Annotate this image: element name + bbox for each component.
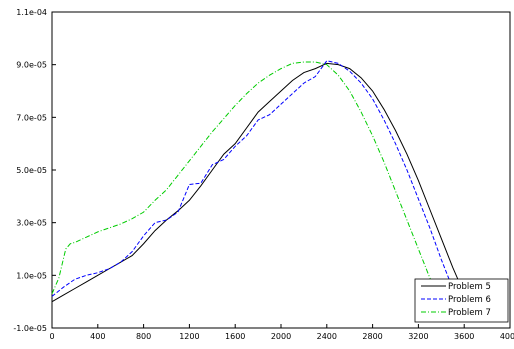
series-lines <box>51 60 470 305</box>
y-tick-label: -1.0e-05 <box>13 324 47 333</box>
y-tick-label: 1.1e-04 <box>16 8 47 17</box>
series-line-problem-7 <box>51 61 447 305</box>
y-tick-label: 3.0e-05 <box>16 219 47 228</box>
y-tick-label: 1.0e-05 <box>16 271 47 280</box>
legend-label: Problem 6 <box>448 295 491 305</box>
x-tick-label: 2400 <box>317 332 337 341</box>
x-tick-label: 0 <box>49 332 54 341</box>
x-tick-label: 3600 <box>454 332 474 341</box>
legend: Problem 5 Problem 6 Problem 7 <box>414 278 509 323</box>
x-tick-label: 800 <box>136 332 151 341</box>
x-tick-label: 2800 <box>362 332 382 341</box>
y-tick-label: 5.0e-05 <box>16 166 47 175</box>
x-tick-label: 3200 <box>408 332 428 341</box>
x-tick-label: 1200 <box>179 332 199 341</box>
y-tick-label: 7.0e-05 <box>16 113 47 122</box>
x-tick-label: 4000 <box>500 332 514 341</box>
y-tick-label: 9.0e-05 <box>16 61 47 70</box>
x-tick-label: 2000 <box>271 332 291 341</box>
x-tick-label: 400 <box>90 332 105 341</box>
legend-label: Problem 5 <box>448 282 491 292</box>
x-tick-label: 1600 <box>225 332 245 341</box>
x-axis-ticks: 0 400 800 1200 1600 2000 2400 2800 3200 3600 4000 <box>49 324 514 341</box>
series-line-problem-6 <box>51 60 458 300</box>
series-line-problem-5 <box>51 62 470 303</box>
y-axis-ticks: -1.0e-05 1.0e-05 3.0e-05 5.0e-05 7.0e-05 9.0e… <box>13 8 56 333</box>
legend-label: Problem 7 <box>448 308 491 318</box>
